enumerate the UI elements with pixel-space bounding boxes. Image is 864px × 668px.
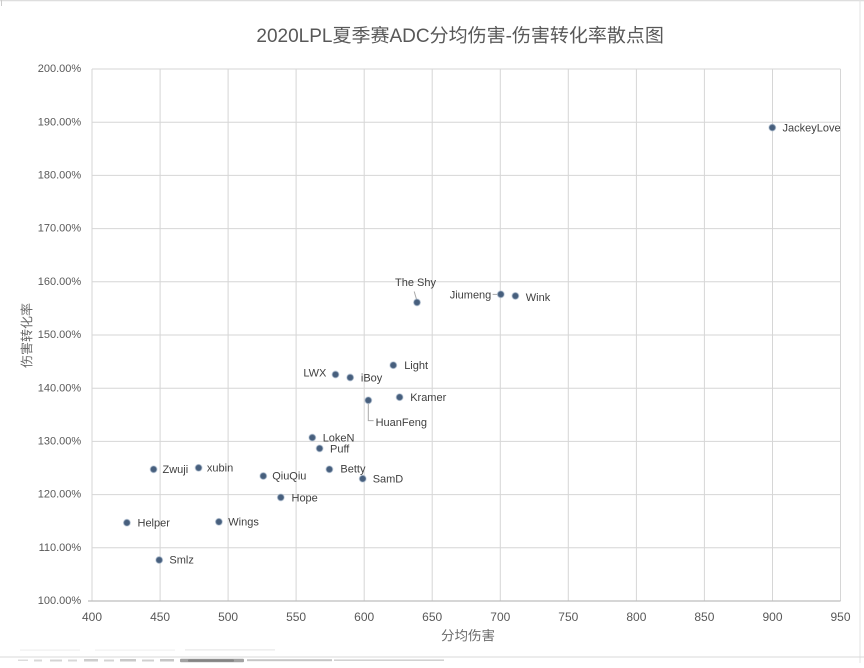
svg-text:Puff: Puff bbox=[330, 443, 350, 455]
svg-text:150.00%: 150.00% bbox=[38, 329, 82, 341]
svg-text:110.00%: 110.00% bbox=[39, 542, 82, 554]
svg-text:120.00%: 120.00% bbox=[38, 489, 82, 501]
svg-text:Light: Light bbox=[404, 360, 428, 372]
svg-text:500: 500 bbox=[218, 610, 238, 624]
svg-text:-: - bbox=[506, 26, 512, 47]
svg-text:650: 650 bbox=[422, 610, 442, 624]
svg-text:900: 900 bbox=[762, 610, 782, 624]
svg-text:950: 950 bbox=[830, 610, 850, 624]
svg-text:Betty: Betty bbox=[340, 464, 366, 476]
svg-text:HuanFeng: HuanFeng bbox=[376, 417, 427, 429]
svg-text:100.00%: 100.00% bbox=[38, 595, 82, 607]
svg-text:160.00%: 160.00% bbox=[38, 276, 82, 288]
svg-text:2020LPL: 2020LPL bbox=[256, 26, 332, 47]
svg-text:SamD: SamD bbox=[373, 474, 404, 486]
svg-text:750: 750 bbox=[558, 610, 578, 624]
svg-text:600: 600 bbox=[354, 610, 374, 624]
svg-text:Wink: Wink bbox=[526, 292, 551, 304]
svg-text:LWX: LWX bbox=[303, 368, 327, 380]
svg-text:Wings: Wings bbox=[228, 517, 259, 529]
svg-text:The Shy: The Shy bbox=[395, 277, 436, 289]
svg-text:700: 700 bbox=[490, 610, 510, 624]
svg-text:ADC: ADC bbox=[390, 26, 430, 47]
svg-text:Kramer: Kramer bbox=[410, 392, 446, 404]
svg-text:850: 850 bbox=[694, 610, 714, 624]
svg-text:400: 400 bbox=[82, 610, 102, 624]
svg-text:450: 450 bbox=[150, 610, 170, 624]
svg-text:Smlz: Smlz bbox=[169, 555, 193, 567]
svg-text:Hope: Hope bbox=[292, 492, 318, 504]
svg-text:180.00%: 180.00% bbox=[38, 170, 82, 182]
svg-text:800: 800 bbox=[626, 610, 646, 624]
svg-text:190.00%: 190.00% bbox=[38, 116, 82, 128]
svg-text:Zwuji: Zwuji bbox=[163, 464, 189, 476]
svg-text:JackeyLove: JackeyLove bbox=[783, 123, 841, 135]
svg-text:QiuQiu: QiuQiu bbox=[272, 471, 306, 483]
svg-text:iBoy: iBoy bbox=[361, 373, 383, 385]
svg-text:130.00%: 130.00% bbox=[38, 436, 82, 448]
svg-text:140.00%: 140.00% bbox=[38, 382, 82, 394]
svg-text:LokeN: LokeN bbox=[323, 433, 355, 445]
svg-text:550: 550 bbox=[286, 610, 306, 624]
svg-text:170.00%: 170.00% bbox=[38, 223, 82, 235]
svg-text:200.00%: 200.00% bbox=[38, 63, 82, 75]
svg-text:Jiumeng: Jiumeng bbox=[450, 290, 492, 302]
svg-text:Helper: Helper bbox=[138, 517, 171, 529]
svg-text:xubin: xubin bbox=[207, 463, 233, 475]
